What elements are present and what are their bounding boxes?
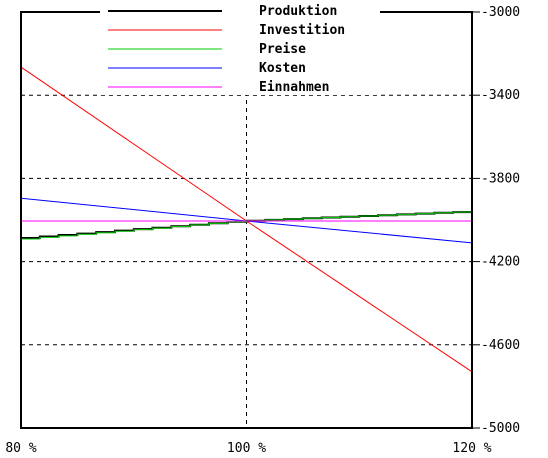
y-tick-label-5: -5000: [481, 421, 520, 436]
y-tick-label-1: -3400: [481, 88, 520, 103]
legend-label-1: Investition: [259, 23, 345, 38]
grid: [21, 12, 472, 428]
x-tick-label-1: 100 %: [227, 441, 266, 456]
legend-label-3: Kosten: [259, 61, 306, 76]
legend-label-0: Produktion: [259, 4, 337, 19]
series-line-2: [21, 211, 472, 240]
y-tick-label-2: -3800: [481, 171, 520, 186]
y-tick-label-3: -4200: [481, 255, 520, 270]
x-tick-label-2: 120 %: [452, 441, 491, 456]
y-axis-ticks: -3000 -3400 -3800 -4200 -4600 -5000: [472, 5, 520, 436]
series-lines: [20, 66, 473, 373]
x-tick-label-0: 80 %: [5, 441, 36, 456]
x-axis-ticks: 80 % 100 % 120 %: [5, 441, 491, 456]
legend-label-2: Preise: [259, 42, 306, 57]
y-tick-label-4: -4600: [481, 338, 520, 353]
legend-label-4: Einnahmen: [259, 80, 329, 95]
y-tick-label-0: -3000: [481, 5, 520, 20]
legend: Produktion Investition Preise Kosten Einnahm…: [100, 3, 380, 95]
